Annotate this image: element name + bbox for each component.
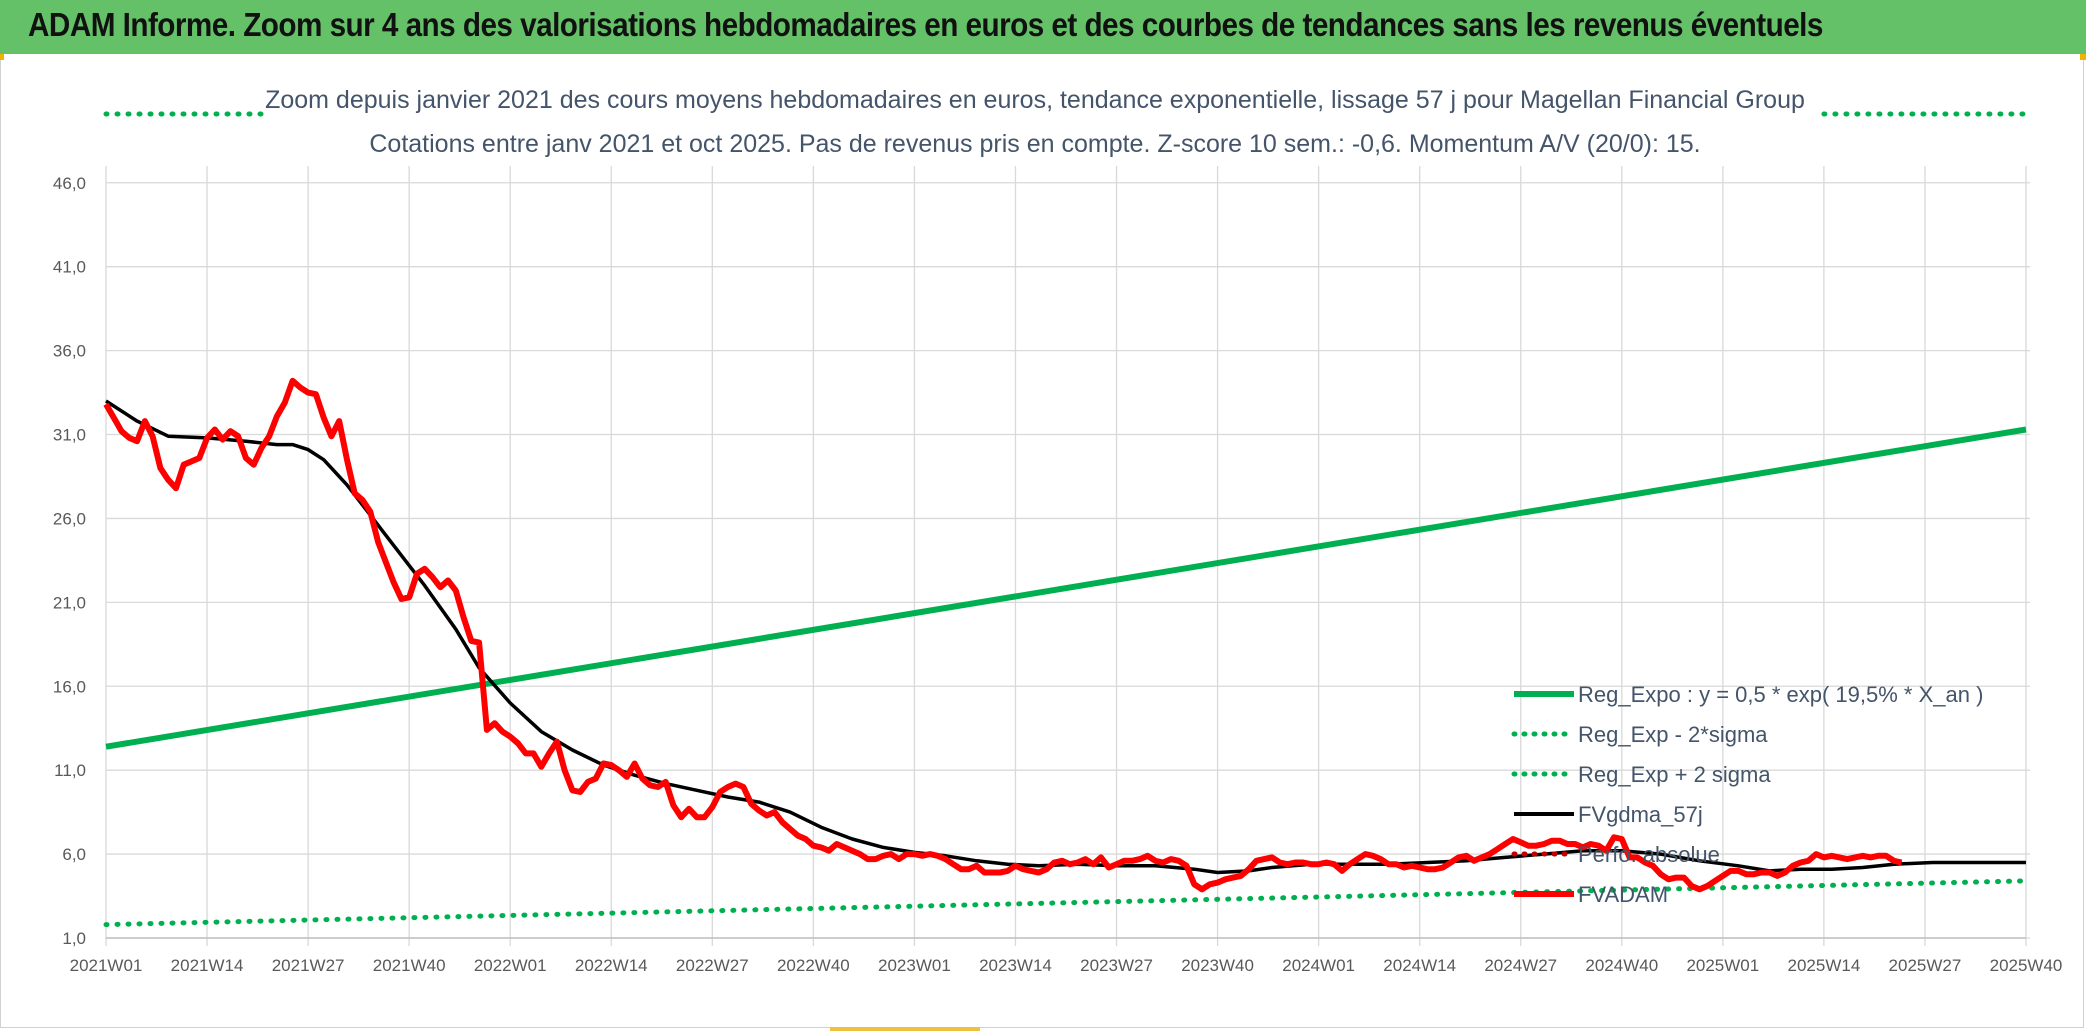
series-line-1 (103, 878, 2029, 928)
y-tick-label: 6,0 (62, 845, 86, 864)
y-tick-label: 31,0 (53, 426, 86, 445)
y-tick-label: 11,0 (54, 761, 86, 780)
bottom-accent (830, 1027, 980, 1031)
corner-accent-right (2080, 54, 2086, 60)
chart-frame (0, 54, 2084, 1028)
x-tick-label: 2023W40 (1181, 956, 1254, 975)
x-tick-label: 2024W01 (1282, 956, 1355, 975)
y-tick-label: 26,0 (53, 509, 86, 528)
gridlines (105, 166, 2030, 946)
x-tick-label: 2021W01 (70, 956, 143, 975)
x-tick-label: 2023W01 (878, 956, 951, 975)
title-banner: ADAM Informe. Zoom sur 4 ans des valoris… (0, 0, 2086, 54)
x-tick-label: 2022W40 (777, 956, 850, 975)
y-tick-label: 21,0 (53, 593, 86, 612)
x-tick-label: 2025W14 (1788, 956, 1861, 975)
x-tick-label: 2024W27 (1484, 956, 1557, 975)
x-tick-label: 2022W01 (474, 956, 547, 975)
x-tick-label: 2024W14 (1383, 956, 1456, 975)
legend-label: Reg_Expo : y = 0,5 * exp( 19,5% * X_an ) (1578, 682, 1983, 707)
x-tick-label: 2024W40 (1585, 956, 1658, 975)
legend-label: Perfo. absolue (1578, 842, 1720, 867)
legend: Reg_Expo : y = 0,5 * exp( 19,5% * X_an )… (1511, 682, 1983, 907)
series-line-5 (103, 377, 1903, 893)
y-tick-label: 46,0 (53, 174, 86, 193)
chart-title-line-2: Cotations entre janv 2021 et oct 2025. P… (369, 130, 1700, 158)
y-axis-ticks: 1,0 6,0 11,0 16,0 21,0 26,0 31,0 36,0 41,0 46,0 (53, 174, 86, 948)
y-tick-label: 1,0 (62, 929, 86, 948)
x-tick-label: 2021W27 (272, 956, 345, 975)
x-tick-label: 2021W40 (373, 956, 446, 975)
x-tick-label: 2023W27 (1080, 956, 1153, 975)
corner-accent-left (0, 54, 4, 60)
y-tick-label: 16,0 (53, 677, 86, 696)
legend-label: FVADAM (1578, 882, 1668, 907)
x-tick-label: 2023W14 (979, 956, 1052, 975)
legend-label: Reg_Exp + 2 sigma (1578, 762, 1771, 787)
x-axis-ticks: 2021W01 2021W14 2021W27 2021W40 2022W01 2022W… (70, 956, 2063, 975)
chart-title-line-1: Zoom depuis janvier 2021 des cours moyen… (265, 86, 1805, 114)
x-tick-label: 2025W27 (1889, 956, 1962, 975)
x-tick-label: 2025W40 (1990, 956, 2063, 975)
series-line-0 (105, 426, 2027, 750)
y-tick-label: 41,0 (53, 258, 86, 277)
x-tick-label: 2021W14 (171, 956, 244, 975)
series-group (103, 111, 2029, 928)
x-tick-label: 2022W27 (676, 956, 749, 975)
x-tick-label: 2022W14 (575, 956, 648, 975)
legend-label: FVgdma_57j (1578, 802, 1703, 827)
x-tick-label: 2025W01 (1686, 956, 1759, 975)
legend-label: Reg_Exp - 2*sigma (1578, 722, 1768, 747)
series-line-3 (105, 399, 2026, 875)
page-title: ADAM Informe. Zoom sur 4 ans des valoris… (28, 6, 1823, 43)
y-tick-label: 36,0 (53, 342, 86, 361)
